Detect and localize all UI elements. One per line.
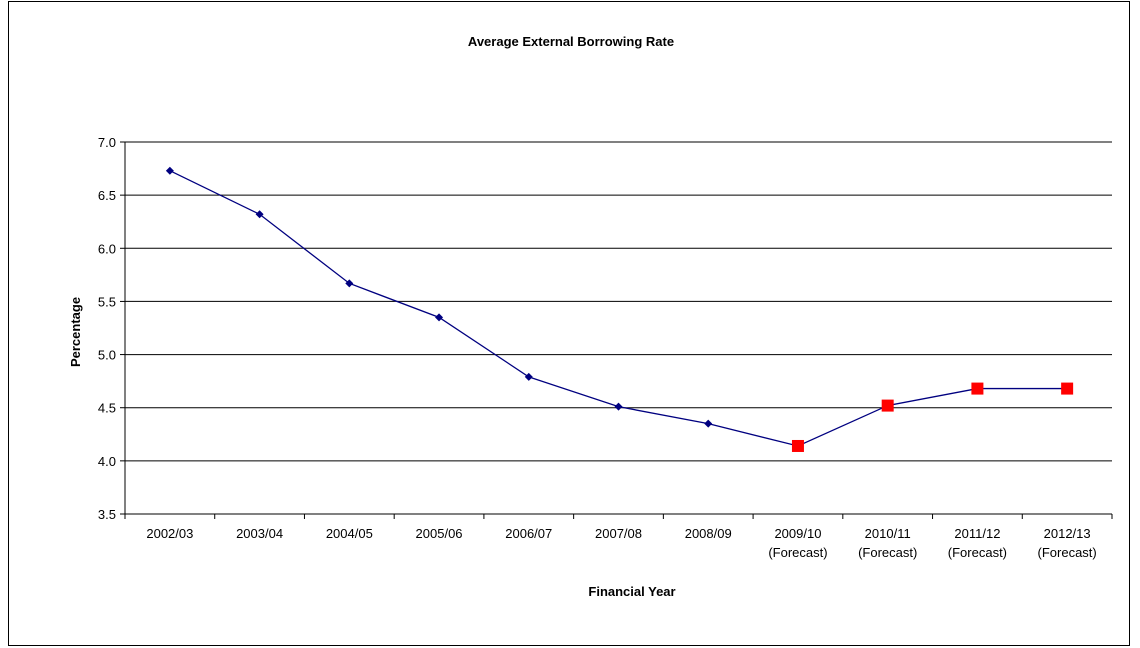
x-tick-label: (Forecast) — [858, 545, 917, 560]
y-axis-title: Percentage — [68, 297, 83, 367]
y-tick-label: 5.0 — [98, 348, 116, 363]
axes — [120, 141, 1113, 519]
gridlines — [125, 141, 1112, 462]
chart-frame: Average External Borrowing Rate 3.5 4.0 4.… — [8, 1, 1130, 646]
x-tick-label: 2003/04 — [236, 526, 283, 541]
x-tick-label: (Forecast) — [1038, 545, 1097, 560]
data-point-forecast — [881, 399, 894, 412]
data-point-actual — [524, 372, 533, 381]
x-tick-label: 2004/05 — [326, 526, 373, 541]
data-point-actual — [614, 402, 623, 411]
data-point-actual — [345, 279, 354, 288]
y-tick-label: 5.5 — [98, 294, 116, 309]
x-tick-label: (Forecast) — [948, 545, 1007, 560]
data-point-forecast — [1061, 382, 1074, 395]
x-tick-label: 2002/03 — [146, 526, 193, 541]
data-point-actual — [435, 313, 444, 322]
x-tick-label: 2009/10 — [774, 526, 821, 541]
chart-svg: Average External Borrowing Rate 3.5 4.0 4.… — [68, 34, 1113, 599]
y-tick-label: 6.5 — [98, 188, 116, 203]
x-tick-label: 2008/09 — [685, 526, 732, 541]
chart-title: Average External Borrowing Rate — [468, 34, 674, 49]
data-point-forecast — [971, 382, 984, 395]
x-tick-label: 2006/07 — [505, 526, 552, 541]
x-axis-title: Financial Year — [588, 584, 675, 599]
y-tick-label: 6.0 — [98, 241, 116, 256]
x-tick-label: (Forecast) — [768, 545, 827, 560]
data-point-forecast — [791, 439, 804, 452]
data-point-actual — [704, 419, 713, 428]
x-tick-label: 2005/06 — [416, 526, 463, 541]
x-tick-label: 2010/11 — [865, 526, 911, 541]
data-point-actual — [255, 210, 264, 219]
data-point-actual — [165, 166, 174, 175]
y-tick-label: 7.0 — [98, 135, 116, 150]
y-tick-label: 3.5 — [98, 507, 116, 522]
x-tick-label: 2011/12 — [954, 526, 1000, 541]
x-tick-labels: 2002/03 2003/04 2004/05 2005/06 2006/07 2007/… — [146, 526, 1096, 560]
x-tick-label: 2012/13 — [1044, 526, 1091, 541]
y-tick-label: 4.0 — [98, 454, 116, 469]
y-tick-label: 4.5 — [98, 401, 116, 416]
x-tick-label: 2007/08 — [595, 526, 642, 541]
y-tick-labels: 3.5 4.0 4.5 5.0 5.5 6.0 6.5 7.0 — [98, 135, 116, 522]
series-borrowing-rate — [165, 166, 1074, 452]
